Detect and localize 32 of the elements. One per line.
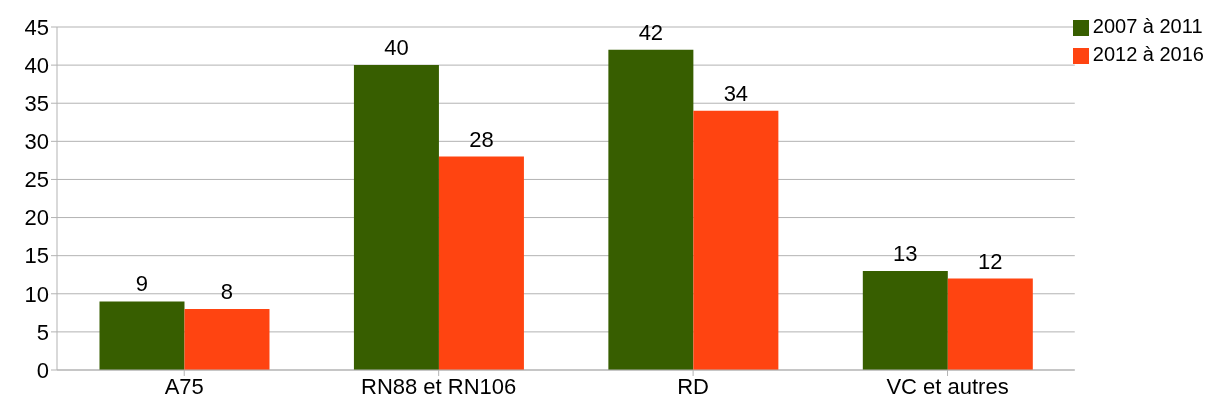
y-tick-label: 20 bbox=[24, 205, 49, 231]
data-label: 9 bbox=[135, 271, 149, 297]
y-tick-label: 15 bbox=[24, 243, 49, 269]
y-tick-label: 35 bbox=[24, 91, 49, 117]
y-tick-label: 5 bbox=[36, 319, 49, 345]
data-label: 8 bbox=[220, 279, 234, 305]
data-label: 28 bbox=[469, 126, 494, 152]
x-tick-label: A75 bbox=[164, 373, 204, 399]
y-tick-label: 45 bbox=[24, 14, 49, 40]
data-label: 42 bbox=[638, 19, 664, 45]
y-tick-label: 40 bbox=[24, 52, 49, 78]
data-label: 34 bbox=[723, 80, 749, 106]
data-label: 13 bbox=[893, 240, 918, 266]
bar bbox=[353, 65, 439, 370]
bar bbox=[947, 278, 1033, 370]
bar bbox=[862, 270, 948, 370]
x-tick-label: VC et autres bbox=[886, 373, 1009, 399]
x-tick-label: RN88 et RN106 bbox=[361, 373, 517, 399]
y-tick-label: 10 bbox=[24, 281, 49, 307]
y-tick-label: 30 bbox=[24, 129, 49, 155]
bar bbox=[99, 301, 185, 370]
y-tick-label: 25 bbox=[24, 167, 49, 193]
bar bbox=[693, 110, 779, 370]
legend-label: 2012 à 2016 bbox=[1092, 43, 1204, 65]
x-tick-label: RD bbox=[677, 373, 709, 399]
data-label: 12 bbox=[978, 248, 1003, 274]
bar bbox=[438, 156, 524, 370]
legend-label: 2007 à 2011 bbox=[1092, 15, 1203, 37]
bar bbox=[608, 49, 694, 370]
y-tick-label: 0 bbox=[36, 357, 49, 383]
data-label: 40 bbox=[384, 35, 409, 61]
bar bbox=[184, 309, 270, 370]
